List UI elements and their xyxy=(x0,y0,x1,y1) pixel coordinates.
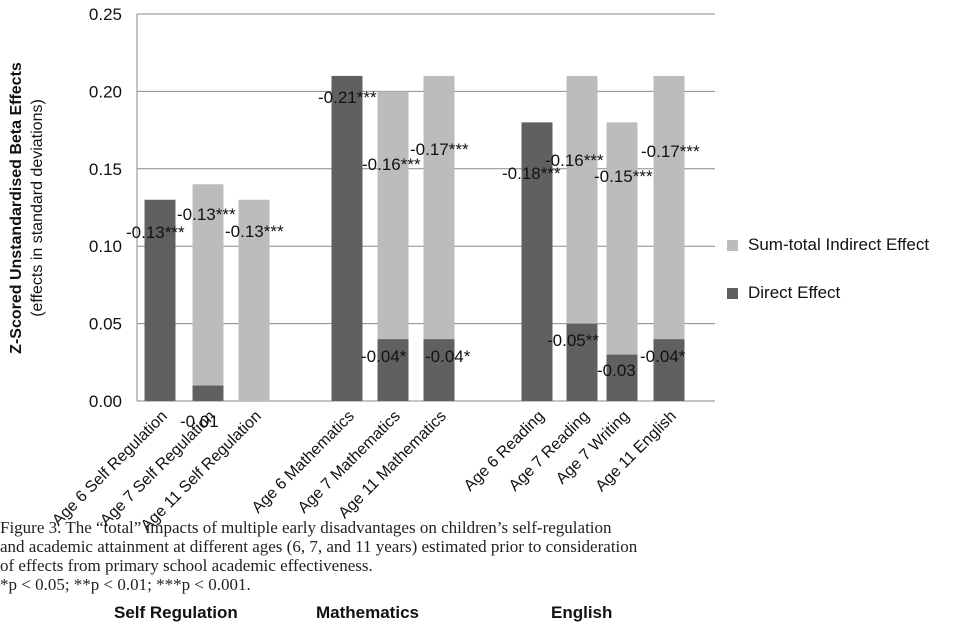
data-label-indirect: -0.15*** xyxy=(594,167,653,186)
category-group-label: English xyxy=(551,603,613,622)
data-label-indirect: -0.17*** xyxy=(410,140,469,159)
legend-swatch xyxy=(727,240,738,251)
data-label-direct: -0.13*** xyxy=(126,223,185,242)
bar-direct-effect xyxy=(521,122,553,402)
legend-label: Sum-total Indirect Effect xyxy=(748,235,929,254)
caption-line-4: *p < 0.05; **p < 0.01; ***p < 0.001. xyxy=(0,575,251,594)
bar-direct-effect xyxy=(377,339,409,401)
bar-indirect-effect xyxy=(423,75,455,340)
data-label-indirect: -0.16*** xyxy=(545,151,604,170)
bar-direct-effect xyxy=(144,199,176,401)
y-axis-subtitle: (effects in standard deviations) xyxy=(29,99,46,317)
y-tick-label: 0.05 xyxy=(89,315,122,334)
data-label-direct: -0.03 xyxy=(597,361,636,380)
caption-line-1: Figure 3. The “total” impacts of multipl… xyxy=(0,518,612,537)
data-label-direct: -0.05** xyxy=(547,331,599,350)
bar-indirect-effect xyxy=(238,199,270,401)
legend-label: Direct Effect xyxy=(748,283,841,302)
category-group-label: Self Regulation xyxy=(114,603,238,622)
data-label-direct: -0.18*** xyxy=(502,164,561,183)
data-label-direct: -0.21*** xyxy=(318,88,377,107)
bar-indirect-effect xyxy=(653,75,685,340)
y-axis-title: Z-Scored Unstandardised Beta Effects xyxy=(8,62,25,354)
bar-direct-effect xyxy=(192,385,224,401)
data-label-indirect: -0.13*** xyxy=(225,222,284,241)
y-tick-label: 0.15 xyxy=(89,160,122,179)
y-tick-label: 0.25 xyxy=(89,5,122,24)
data-label-direct: -0.04* xyxy=(425,347,471,366)
legend-swatch xyxy=(727,288,738,299)
category-group-label: Mathematics xyxy=(316,603,419,622)
bar-direct-effect xyxy=(331,75,363,402)
bar-direct-effect xyxy=(606,354,638,401)
bar-direct-effect xyxy=(653,339,685,401)
data-label-direct: -0.04* xyxy=(640,347,686,366)
caption-line-2: and academic attainment at different age… xyxy=(0,537,638,556)
bar-indirect-effect xyxy=(606,122,638,355)
data-label-indirect: -0.16*** xyxy=(362,155,421,174)
bar-indirect-effect xyxy=(566,75,598,324)
bar-indirect-effect xyxy=(192,184,224,386)
caption-line-3: of effects from primary school academic … xyxy=(0,556,373,575)
y-tick-label: 0.00 xyxy=(89,392,122,411)
data-label-direct: -0.01 xyxy=(180,412,219,431)
data-label-indirect: -0.17*** xyxy=(641,142,700,161)
x-category-label: Age 11 English xyxy=(593,408,680,495)
bar-indirect-effect xyxy=(377,91,409,340)
bar-direct-effect xyxy=(423,339,455,401)
x-category-label: Age 6 Reading xyxy=(461,408,548,495)
y-tick-label: 0.10 xyxy=(89,237,122,256)
data-label-direct: -0.04* xyxy=(361,347,407,366)
bar-direct-effect xyxy=(566,323,598,401)
y-tick-label: 0.20 xyxy=(89,82,122,101)
data-label-indirect: -0.13*** xyxy=(177,205,236,224)
